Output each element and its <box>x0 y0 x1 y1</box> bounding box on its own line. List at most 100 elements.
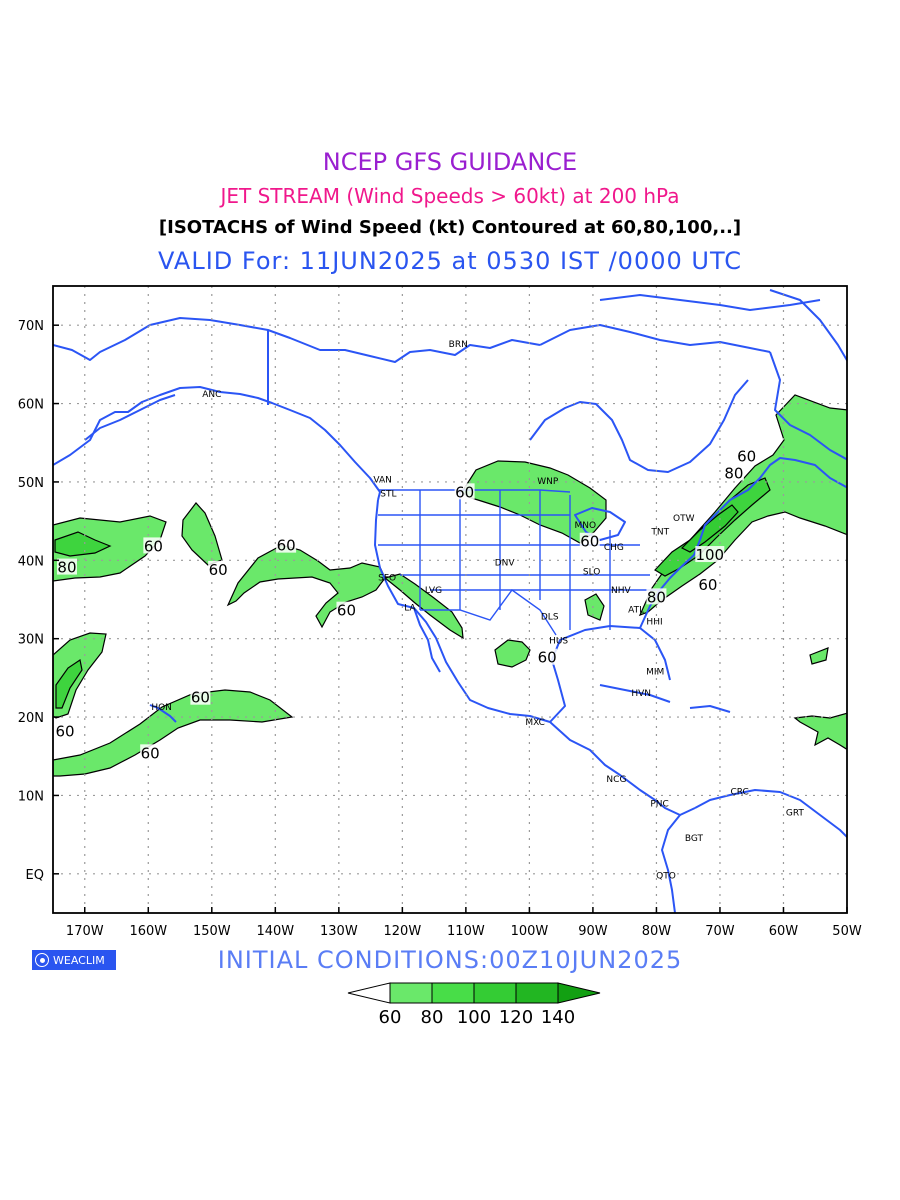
station-label: BRN <box>449 340 468 350</box>
x-tick-label: 90W <box>578 924 608 939</box>
contour-label-bg <box>208 560 229 577</box>
station-label: OTW <box>673 514 695 524</box>
x-tick-label: 60W <box>769 924 799 939</box>
valid-time: VALID For: 11JUN2025 at 0530 IST /0000 U… <box>158 247 742 275</box>
station-label: BGT <box>685 834 704 844</box>
gulf-coast <box>549 625 671 723</box>
x-tick-label: 170W <box>66 924 104 939</box>
contour-label-bg <box>537 648 558 665</box>
y-tick-label: 10N <box>18 789 44 804</box>
station-label: GRT <box>786 809 805 819</box>
station-label: WNP <box>537 477 559 487</box>
contour-label-bg <box>140 744 161 761</box>
logo-circle-icon <box>35 953 49 967</box>
station-label: HON <box>151 703 172 713</box>
contour-label: 60 <box>737 447 756 465</box>
station-label: QTO <box>656 871 676 881</box>
station-label: CRC <box>730 788 748 798</box>
initial-conditions: INITIAL CONDITIONS:00Z10JUN2025 <box>217 946 683 974</box>
labrador-newfoundland <box>769 351 847 461</box>
contour-label-bg <box>55 722 76 739</box>
pacific-northwest-coast <box>374 499 551 723</box>
us-mexico-border <box>420 589 557 636</box>
greenland-coast <box>769 289 847 363</box>
station-label: NCG <box>606 775 626 785</box>
axis-ticks: 170W 160W 150W 140W 130W 120W 110W 100W 90W 80W 70… <box>18 319 862 939</box>
station-label: LA <box>404 603 416 613</box>
station-label: PNC <box>650 799 668 809</box>
alaska-southwest-coast <box>53 386 381 501</box>
us-state-borders <box>378 489 660 636</box>
florida-and-atlantic-coast <box>639 457 847 629</box>
state-lines-vertical <box>419 490 611 630</box>
jet-core-80kt-north-pacific <box>54 531 112 557</box>
station-label: MIM <box>646 668 664 678</box>
contour-label: 60 <box>538 649 557 667</box>
contour-label-bg <box>336 601 357 618</box>
contour-label-bg <box>646 588 667 605</box>
station-label: SFO <box>378 574 396 584</box>
x-tick-label: 80W <box>642 924 672 939</box>
station-label: LVG <box>425 586 442 596</box>
contour-label-bg <box>579 532 600 549</box>
y-tick-label: 50N <box>18 476 44 491</box>
y-tick-label: 40N <box>18 554 44 569</box>
station-label: MXC <box>525 718 545 728</box>
x-tick-label: 110W <box>447 924 485 939</box>
station-label: DLS <box>541 613 559 623</box>
x-tick-label: 160W <box>129 924 167 939</box>
aleutian-chain <box>84 394 176 441</box>
contour-label: 60 <box>277 537 296 555</box>
chart-title: NCEP GFS GUIDANCE <box>322 148 578 176</box>
station-label: NHV <box>611 586 632 596</box>
arctic-islands-1 <box>539 324 771 353</box>
station-label: HVN <box>631 689 651 699</box>
station-label: CHG <box>604 543 624 553</box>
central-america <box>549 721 696 816</box>
station-label: TNT <box>650 527 669 537</box>
contour-label: 60 <box>337 602 356 620</box>
x-tick-label: 70W <box>705 924 735 939</box>
contour-label: 60 <box>455 483 474 501</box>
state-lines-horizontal <box>378 514 660 591</box>
x-tick-label: 140W <box>256 924 294 939</box>
contour-label-bg <box>736 447 757 464</box>
contour-label: 60 <box>144 537 163 555</box>
station-label: DNV <box>495 559 516 569</box>
arctic-islands-2 <box>599 294 821 311</box>
contour-label: 60 <box>209 561 228 579</box>
x-tick-label: 100W <box>511 924 549 939</box>
station-label: ANC <box>202 390 221 400</box>
contour-label: 60 <box>580 533 599 551</box>
contour-label: 60 <box>141 744 160 762</box>
contour-label-bg <box>143 537 164 554</box>
jet-region-subtropical-pacific <box>53 689 294 777</box>
chart-subtitle: JET STREAM (Wind Speeds > 60kt) at 200 h… <box>220 184 680 208</box>
x-tick-label: 150W <box>193 924 231 939</box>
contour-label-bg <box>723 464 744 481</box>
contour-label: 80 <box>57 559 76 577</box>
contour-label-bg <box>56 558 77 575</box>
hudson-bay <box>529 379 749 473</box>
station-label: MNO <box>575 521 597 531</box>
station-label: ATL <box>628 606 644 616</box>
logo-text: WEACLIM <box>53 953 105 967</box>
contour-label: 80 <box>724 465 743 483</box>
x-tick-label: 50W <box>832 924 862 939</box>
hispaniola <box>689 705 731 713</box>
jet-region-mexico <box>494 639 531 668</box>
station-label: STL <box>380 490 396 500</box>
station-label: SLO <box>583 567 601 577</box>
cuba <box>599 684 671 703</box>
contour-label-bg <box>276 536 297 553</box>
contour-label-bg <box>695 546 725 563</box>
baja-california <box>413 607 441 673</box>
jet-region-gulf-coast <box>584 593 605 621</box>
y-tick-label: 70N <box>18 319 44 334</box>
contour-label-bg <box>454 483 475 500</box>
contour-label-bg <box>190 688 211 705</box>
station-label: HHI <box>646 617 662 627</box>
contour-label: 100 <box>695 546 724 564</box>
coastlines-and-borders <box>53 289 847 913</box>
